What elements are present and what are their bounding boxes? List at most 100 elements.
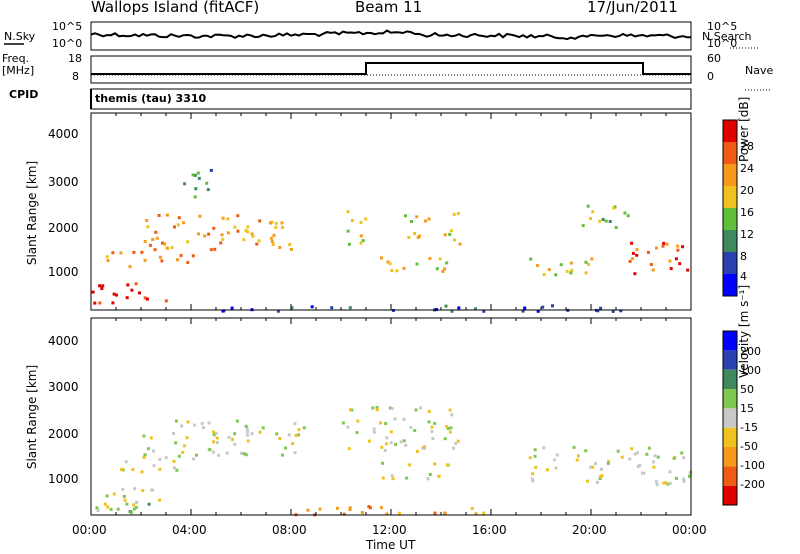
power-echo-cell [359,241,363,245]
power-echo-cell [631,257,634,261]
velocity-echo-cell [121,487,125,491]
power-echo-cell [456,212,460,215]
power-echo-cell [132,250,136,254]
vel-cbtick-7: -200 [740,478,765,491]
velocity-echo-cell [227,435,231,439]
power-echo-cell [145,219,149,222]
velocity-echo-cell [250,432,254,436]
velocity-echo-cell [399,440,403,444]
velocity-echo-cell [106,505,110,509]
velocity-echo-cell [244,453,248,457]
power-echo-cell [551,304,554,308]
power-echo-cell [274,221,278,225]
power-echo-cell [651,268,655,272]
power-echo-cell [111,251,115,255]
power-echo-cell [541,305,545,309]
velocity-echo-cell [132,507,136,511]
velocity-echo-cell [281,453,284,457]
velocity-echo-cell [390,407,394,411]
power-echo-cell [598,219,602,223]
velocity-echo-cell [427,420,431,424]
velocity-echo-cell [245,427,249,431]
power-echo-cell [415,215,419,219]
velocity-echo-cell [668,481,672,485]
velocity-echo-cell [212,433,216,437]
power-colorbar-swatch [723,164,737,186]
velocity-echo-layer [95,406,693,517]
nsky-tick-top: 10^5 [52,20,83,33]
nsearch-tick-bottom: 10^0 [707,37,738,50]
power-cbtick-2: 20 [740,184,754,197]
velocity-echo-cell [164,456,168,460]
velocity-echo-cell [534,465,538,469]
velocity-echo-cell [158,457,162,461]
power-echo-cell [565,269,569,273]
power-echo-cell [599,306,603,310]
velocity-echo-cell [235,419,239,423]
velocity-echo-cell [177,454,181,458]
velocity-colorbar-swatch [723,427,737,447]
power-echo-cell [569,271,573,275]
velocity-echo-cell [584,449,588,453]
power-echo-cell [203,234,207,238]
velocity-echo-cell [140,470,144,474]
power-echo-cell [246,230,250,234]
power-echo-cell [100,287,104,290]
power-echo-cell [194,187,198,191]
power-echo-cell [151,237,155,241]
velocity-echo-cell [124,460,128,464]
power-echo-cell [601,218,605,221]
power-ytick-1000: 1000 [48,265,79,279]
velocity-echo-cell [240,451,244,455]
power-echo-cell [251,234,255,238]
velocity-echo-cell [175,468,179,472]
vel-cbtick-4: -15 [740,421,758,434]
power-echo-cell [272,233,276,237]
velocity-echo-cell [682,477,686,481]
velocity-echo-cell [294,434,298,437]
velocity-echo-cell [246,439,250,443]
power-echo-cell [608,220,612,223]
velocity-echo-cell [172,459,176,463]
axis-ticks [90,113,692,515]
power-echo-cell [407,235,411,239]
velocity-echo-cell [143,453,147,457]
power-echo-cell [173,225,176,229]
power-echo-cell [115,293,118,297]
power-echo-cell [183,182,187,186]
power-echo-cell [269,221,272,225]
velocity-echo-cell [372,427,376,431]
power-echo-cell [289,247,293,251]
power-echo-cell [450,309,454,313]
power-echo-cell [619,309,623,313]
power-echo-cell [280,221,284,225]
velocity-echo-cell [381,461,384,465]
velocity-echo-cell [258,430,262,434]
power-echo-cell [255,242,259,246]
power-echo-cell [125,296,129,300]
power-echo-cell [191,173,195,177]
power-echo-cell [413,232,417,236]
velocity-echo-cell [293,422,297,426]
power-echo-cell [213,247,217,251]
power-echo-cell [444,304,448,308]
velocity-echo-cell [474,512,478,516]
velocity-echo-cell [531,479,535,483]
power-echo-cell [98,301,102,305]
velocity-echo-cell [380,445,384,449]
nave-tick-bottom: 0 [707,70,714,83]
velocity-echo-cell [668,470,672,474]
cpid-value: themis (tau) 3310 [95,92,207,105]
power-echo-cell [270,236,273,240]
power-echo-cell [457,306,461,310]
velocity-echo-cell [666,482,670,486]
velocity-echo-cell [647,446,651,450]
power-echo-cell [646,250,650,254]
velocity-echo-cell [645,452,649,456]
velocity-colorbar-swatch [723,466,737,486]
freq-unit: [MHz] [2,64,35,77]
velocity-echo-cell [384,442,388,446]
power-echo-cell [112,292,116,296]
power-echo-cell [134,282,138,286]
velocity-echo-cell [402,417,406,421]
